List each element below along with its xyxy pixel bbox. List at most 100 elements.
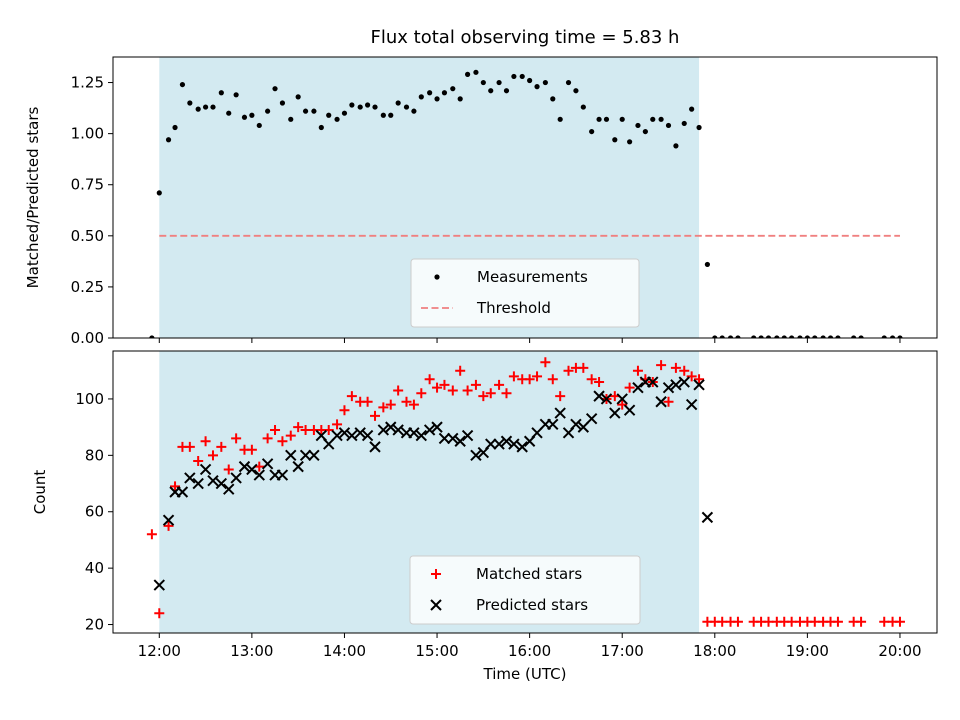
matched-point bbox=[416, 388, 427, 399]
legend-marker-measurements bbox=[434, 274, 440, 280]
data-point bbox=[473, 69, 479, 75]
data-point bbox=[288, 116, 294, 122]
predicted-point bbox=[508, 438, 520, 450]
series-matched-stars bbox=[146, 357, 905, 627]
legend-label: Matched stars bbox=[476, 565, 582, 583]
matched-point bbox=[285, 430, 296, 441]
chart-title: Flux total observing time = 5.83 h bbox=[371, 27, 680, 48]
data-point bbox=[774, 335, 780, 338]
data-point bbox=[233, 92, 239, 98]
data-point bbox=[820, 335, 826, 338]
data-point bbox=[511, 73, 517, 80]
data-point bbox=[411, 108, 417, 114]
matched-point bbox=[586, 374, 597, 385]
data-point bbox=[758, 335, 764, 338]
predicted-point bbox=[392, 424, 404, 436]
matched-point bbox=[207, 450, 218, 461]
data-point bbox=[565, 79, 572, 86]
data-point bbox=[165, 137, 172, 143]
data-point bbox=[589, 128, 595, 135]
data-point bbox=[858, 335, 864, 338]
data-point bbox=[195, 106, 201, 112]
data-point bbox=[704, 261, 710, 268]
data-point bbox=[503, 88, 510, 94]
matched-point bbox=[563, 365, 574, 376]
legend-label: Measurements bbox=[477, 268, 588, 286]
predicted-point bbox=[184, 472, 196, 484]
predicted-point bbox=[593, 390, 605, 402]
data-point bbox=[187, 100, 193, 106]
y-axis-label: Matched/Predicted stars bbox=[24, 107, 42, 289]
predicted-point bbox=[238, 460, 251, 473]
data-point bbox=[418, 94, 424, 100]
y-axis-label: Count bbox=[31, 470, 49, 515]
data-point bbox=[835, 335, 841, 338]
data-point bbox=[527, 77, 533, 84]
data-point bbox=[149, 335, 155, 338]
data-point bbox=[665, 122, 672, 129]
y-tick-label: 20 bbox=[85, 616, 104, 634]
predicted-point bbox=[230, 472, 242, 484]
matched-point bbox=[424, 374, 435, 385]
predicted-point bbox=[577, 421, 590, 433]
predicted-point bbox=[570, 418, 582, 431]
data-point bbox=[380, 112, 386, 118]
data-point bbox=[789, 335, 795, 338]
matched-point bbox=[686, 371, 697, 382]
y-tick-label: 80 bbox=[85, 446, 104, 464]
legend-label: Predicted stars bbox=[476, 596, 588, 614]
matched-point bbox=[462, 385, 473, 396]
y-tick-label: 100 bbox=[75, 390, 104, 408]
y-tick-label: 0.25 bbox=[71, 278, 104, 296]
series-predicted-stars bbox=[153, 376, 714, 591]
matched-point bbox=[624, 382, 635, 393]
data-point bbox=[272, 86, 278, 92]
matched-point bbox=[494, 379, 505, 390]
predicted-point bbox=[377, 424, 390, 436]
plot-area bbox=[149, 69, 903, 338]
predicted-point bbox=[693, 379, 705, 391]
legend-box bbox=[409, 555, 641, 625]
matched-point bbox=[262, 433, 273, 444]
data-point bbox=[357, 104, 363, 110]
matched-point bbox=[439, 379, 450, 390]
data-point bbox=[827, 335, 834, 338]
data-point bbox=[735, 335, 741, 338]
data-point bbox=[727, 335, 734, 338]
matched-point bbox=[200, 436, 211, 447]
predicted-point bbox=[470, 449, 482, 462]
panel-flux-ratio: 0.00 0.25 0.50 0.75 1.00 1.25 Matched/Predicte… bbox=[24, 27, 938, 347]
data-point bbox=[812, 335, 818, 338]
data-point bbox=[542, 79, 548, 86]
data-point bbox=[550, 96, 556, 102]
data-point bbox=[496, 79, 502, 86]
matched-point bbox=[385, 399, 396, 410]
matched-point bbox=[455, 365, 466, 376]
predicted-point bbox=[678, 376, 690, 388]
matched-point bbox=[163, 520, 174, 531]
predicted-point bbox=[223, 483, 235, 495]
x-tick-label: 16:00 bbox=[508, 642, 551, 660]
predicted-point bbox=[623, 404, 636, 416]
data-point bbox=[218, 90, 224, 96]
data-point bbox=[403, 104, 410, 110]
data-point bbox=[241, 114, 248, 120]
y-tick-label: 0.50 bbox=[71, 227, 104, 245]
predicted-point bbox=[670, 379, 682, 391]
matched-point bbox=[663, 396, 674, 407]
matched-point bbox=[408, 399, 419, 410]
predicted-point bbox=[655, 396, 667, 408]
predicted-point bbox=[192, 477, 204, 490]
data-point bbox=[311, 108, 317, 114]
data-point bbox=[326, 112, 332, 118]
matched-point bbox=[894, 616, 905, 627]
matched-point bbox=[401, 396, 412, 407]
data-point bbox=[851, 335, 857, 338]
predicted-point bbox=[616, 393, 628, 405]
predicted-point bbox=[385, 421, 397, 433]
matched-point bbox=[370, 410, 381, 421]
predicted-point bbox=[299, 449, 312, 462]
data-point bbox=[295, 94, 301, 100]
predicted-point bbox=[485, 438, 497, 450]
matched-point bbox=[432, 382, 443, 393]
